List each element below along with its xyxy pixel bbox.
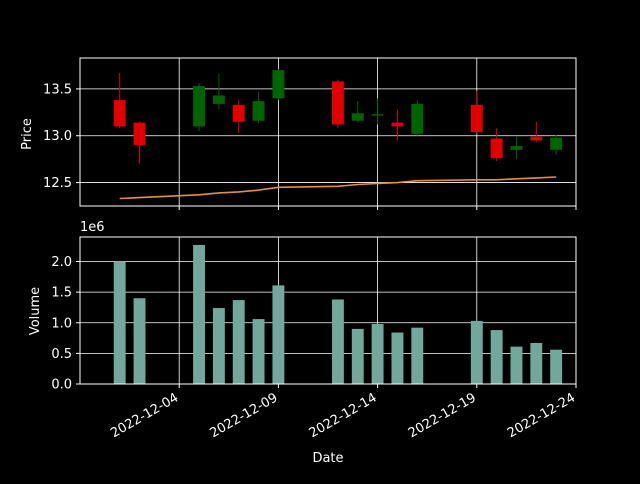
candle-body-down <box>331 81 344 125</box>
volume-bar <box>113 261 126 384</box>
volume-bar <box>411 327 424 384</box>
price-x-ticks <box>178 206 577 210</box>
candle-body-down <box>133 122 146 146</box>
candle-body-up <box>510 146 523 150</box>
volume-bar <box>550 349 563 384</box>
volume-bar <box>470 320 483 384</box>
volume-ytick-label: 1.0 <box>51 316 72 331</box>
volume-bar <box>133 298 146 384</box>
x-axis-label: Date <box>312 451 343 466</box>
candle-body-up <box>550 137 563 150</box>
volume-bar <box>252 319 265 384</box>
volume-bar <box>272 285 285 384</box>
candle-body-up <box>252 101 265 121</box>
volume-bar <box>530 342 543 384</box>
volume-ytick-label: 1.5 <box>51 286 72 301</box>
candle-body-down <box>530 136 543 141</box>
volume-bar <box>490 330 503 384</box>
candle-body-up <box>371 114 384 116</box>
volume-ytick-label: 0.5 <box>51 347 72 362</box>
price-ytick-label: 13.0 <box>43 129 72 144</box>
volume-bar <box>232 300 245 384</box>
candle-body-up <box>351 113 364 121</box>
volume-ytick-label: 2.0 <box>51 255 72 270</box>
volume-offset-text: 1e6 <box>80 220 105 235</box>
candle-body-down <box>232 104 245 122</box>
price-ytick-label: 12.5 <box>43 176 72 191</box>
price-line-layer <box>119 176 557 200</box>
price-y-label: Price <box>20 118 35 150</box>
price-panel: 12.5 13.0 13.5 Price <box>20 57 577 210</box>
volume-bar <box>331 299 344 384</box>
volume-axes-frame <box>79 236 577 385</box>
candle-body-down <box>490 138 503 159</box>
candle-body-down <box>391 122 404 127</box>
candle-body-up <box>212 95 225 104</box>
price-axes-frame <box>79 57 577 207</box>
volume-bar <box>351 328 364 384</box>
price-y-ticks: 12.5 13.0 13.5 <box>43 82 80 191</box>
price-ytick-label: 13.5 <box>43 82 72 97</box>
volume-y-ticks: 0.0 0.5 1.0 1.5 2.0 <box>51 255 80 393</box>
price-grid <box>80 58 577 206</box>
volume-bar <box>510 346 523 384</box>
candles-layer <box>113 69 563 164</box>
volume-bar <box>371 323 384 384</box>
volume-bar <box>391 332 404 384</box>
candle-body-up <box>193 86 205 127</box>
volume-bar <box>193 244 205 384</box>
volume-bars-layer <box>113 244 563 384</box>
candle-body-up <box>411 103 424 134</box>
candle-body-down <box>113 100 126 127</box>
candle-body-down <box>470 104 483 132</box>
moving-average-line <box>119 176 557 200</box>
candle-body-up <box>272 70 285 99</box>
volume-bar <box>212 308 225 384</box>
volume-y-label: Volume <box>28 287 43 335</box>
volume-ytick-label: 0.0 <box>51 378 72 393</box>
